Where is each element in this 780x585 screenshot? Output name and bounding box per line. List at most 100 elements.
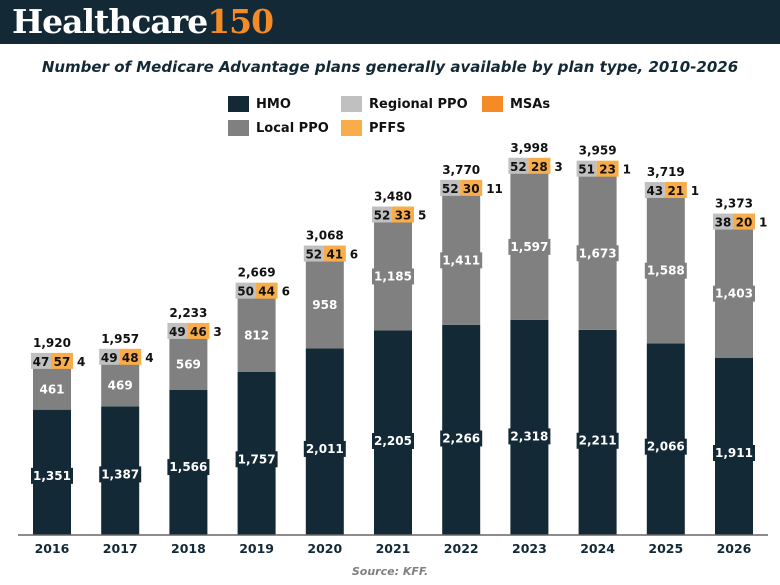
legend-label-hmo: HMO — [256, 96, 291, 112]
label-hmo-2016-bg — [31, 467, 73, 484]
label-regional-ppo-2026: 38 — [715, 216, 732, 230]
x-tick-2024: 2024 — [580, 541, 615, 556]
bar-pffs-2021 — [392, 206, 414, 223]
label-regional-ppo-2022: 52 — [442, 182, 459, 196]
legend-item-pffs: PFFS — [341, 120, 406, 136]
label-local-ppo-2025-bg — [644, 262, 687, 279]
legend-swatch-regional-ppo — [341, 96, 362, 112]
label-local-ppo-2016: 461 — [39, 382, 64, 396]
bar-pffs-2026 — [733, 213, 755, 230]
legend-label-local-ppo: Local PPO — [256, 120, 329, 136]
bar-regional-ppo-2023 — [508, 157, 529, 174]
logo-accent: 150 — [207, 2, 274, 41]
label-hmo-2021: 2,205 — [374, 434, 412, 448]
bar-regional-ppo-2026 — [713, 213, 733, 230]
label-msas-2022: 11 — [486, 182, 503, 196]
label-regional-ppo-2024: 51 — [578, 163, 595, 177]
label-pffs-2023: 28 — [531, 160, 548, 174]
bar-pffs-2023 — [528, 157, 551, 174]
legend-swatch-local-ppo — [228, 120, 249, 136]
label-hmo-2019: 1,757 — [238, 452, 276, 466]
label-total-2024: 3,959 — [579, 144, 617, 158]
logo-main: Healthcare — [12, 2, 208, 41]
bar-pffs-2017 — [119, 348, 142, 365]
bar-regional-ppo-2018 — [167, 322, 188, 339]
x-tick-2022: 2022 — [444, 541, 479, 556]
label-local-ppo-2021: 1,185 — [374, 269, 412, 283]
bar-hmo-2021 — [374, 330, 412, 535]
label-regional-ppo-2023: 52 — [510, 160, 527, 174]
bar-regional-ppo-2016 — [31, 352, 51, 369]
label-pffs-2021: 33 — [395, 209, 412, 223]
label-pffs-2017: 48 — [122, 351, 139, 365]
label-msas-2026: 1 — [759, 216, 767, 230]
label-hmo-2026: 1,911 — [715, 446, 753, 460]
legend-item-regional-ppo: Regional PPO — [341, 96, 468, 112]
label-msas-2023: 3 — [554, 160, 562, 174]
bar-regional-ppo-2020 — [303, 245, 324, 262]
label-local-ppo-2017: 469 — [108, 379, 133, 393]
legend-item-msas: MSAs — [482, 96, 550, 112]
label-pffs-2016: 57 — [54, 355, 71, 369]
legend-label-msas: MSAs — [510, 96, 551, 112]
label-local-ppo-2019: 812 — [244, 328, 269, 342]
label-local-ppo-2023-bg — [508, 238, 551, 255]
label-local-ppo-2026: 1,403 — [715, 287, 753, 301]
label-total-2023: 3,998 — [510, 141, 548, 155]
bar-regional-ppo-2021 — [372, 206, 392, 223]
label-local-ppo-2023: 1,597 — [510, 240, 548, 254]
bar-regional-ppo-2017 — [99, 348, 120, 365]
label-local-ppo-2021-bg — [372, 268, 414, 285]
label-local-ppo-2018: 569 — [176, 357, 201, 371]
label-hmo-2020-bg — [303, 440, 346, 457]
header-banner: Healthcare150 — [0, 0, 780, 44]
label-local-ppo-2022-bg — [440, 252, 483, 269]
bar-pffs-2025 — [664, 182, 687, 199]
label-total-2026: 3,373 — [715, 197, 753, 211]
x-tick-2023: 2023 — [512, 541, 547, 556]
legend: HMO Regional PPO MSAs Local PPO PFFS — [228, 96, 608, 142]
bar-regional-ppo-2024 — [576, 160, 597, 177]
label-hmo-2018-bg — [167, 459, 210, 476]
logo: Healthcare150 — [12, 2, 274, 41]
label-msas-2024: 1 — [623, 163, 631, 177]
label-total-2016: 1,920 — [33, 336, 71, 350]
bar-hmo-2023 — [510, 319, 549, 535]
label-msas-2025: 1 — [691, 184, 699, 198]
x-tick-2017: 2017 — [103, 541, 138, 556]
bar-pffs-2016 — [51, 352, 73, 369]
label-pffs-2024: 23 — [599, 163, 616, 177]
label-hmo-2025-bg — [644, 438, 687, 455]
legend-item-hmo: HMO — [228, 96, 291, 112]
label-total-2022: 3,770 — [442, 163, 480, 177]
label-total-2019: 2,669 — [238, 266, 276, 280]
label-pffs-2026: 20 — [736, 216, 753, 230]
label-msas-2019: 6 — [282, 285, 290, 299]
label-local-ppo-2026-bg — [713, 285, 755, 302]
bar-pffs-2018 — [187, 322, 210, 339]
legend-swatch-msas — [482, 96, 503, 112]
label-hmo-2023: 2,318 — [510, 429, 548, 443]
bar-hmo-2022 — [442, 324, 481, 535]
label-hmo-2020: 2,011 — [306, 442, 344, 456]
label-regional-ppo-2019: 50 — [237, 285, 254, 299]
label-hmo-2024: 2,211 — [579, 434, 617, 448]
label-local-ppo-2022: 1,411 — [442, 253, 480, 267]
x-tick-2016: 2016 — [35, 541, 70, 556]
label-msas-2016: 4 — [77, 355, 85, 369]
legend-swatch-pffs — [341, 120, 362, 136]
label-regional-ppo-2016: 47 — [33, 355, 50, 369]
legend-item-local-ppo: Local PPO — [228, 120, 329, 136]
label-regional-ppo-2021: 52 — [374, 209, 391, 223]
label-hmo-2021-bg — [372, 432, 414, 449]
label-hmo-2016: 1,351 — [33, 469, 71, 483]
label-hmo-2018: 1,566 — [169, 460, 207, 474]
x-tick-2021: 2021 — [376, 541, 411, 556]
chart-title: Number of Medicare Advantage plans gener… — [41, 58, 739, 76]
label-total-2025: 3,719 — [647, 165, 685, 179]
label-local-ppo-2017-bg — [106, 377, 134, 394]
label-regional-ppo-2017: 49 — [101, 351, 118, 365]
label-hmo-2017: 1,387 — [101, 467, 139, 481]
bar-pffs-2024 — [596, 160, 619, 177]
